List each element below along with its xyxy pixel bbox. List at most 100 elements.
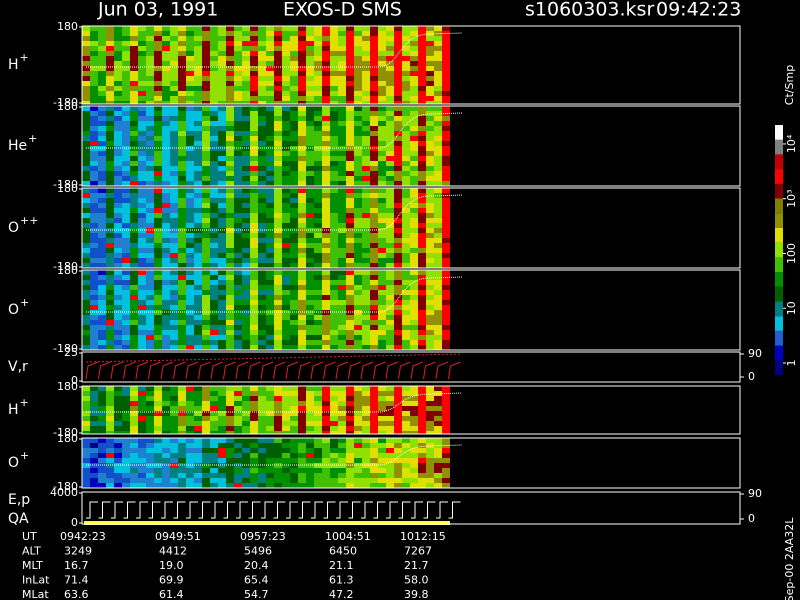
spectrogram-cell: [170, 31, 178, 36]
spectrogram-cell: [82, 36, 90, 41]
spectrogram-cell: [258, 290, 266, 295]
spectrogram-cell: [386, 111, 394, 116]
spectrogram-cell: [90, 151, 98, 156]
spectrogram-cell: [346, 473, 354, 478]
spectrogram-cell: [426, 426, 434, 431]
spectrogram-cell: [362, 188, 370, 193]
spectrogram-cell: [378, 285, 386, 290]
spectrogram-cell: [402, 438, 410, 443]
spectrogram-cell: [378, 161, 386, 166]
spectrogram-cell: [258, 91, 266, 96]
spectrogram-cell: [186, 176, 194, 181]
spectrogram-cell: [138, 458, 146, 463]
spectrogram-cell: [218, 421, 226, 426]
spectrogram-cell: [354, 258, 362, 263]
spectrogram-cell: [242, 468, 250, 473]
spectrogram-cell: [194, 320, 202, 325]
spectrogram-cell: [242, 483, 250, 488]
spectrogram-cell: [426, 81, 434, 86]
spectrogram-cell: [170, 91, 178, 96]
spectrogram-cell: [426, 401, 434, 406]
spectrogram-cell: [298, 161, 306, 166]
spectrogram-cell: [114, 285, 122, 290]
spectrogram-cell: [90, 396, 98, 401]
spectrogram-cell: [250, 101, 258, 104]
spectrogram-cell: [178, 478, 186, 483]
spectrogram-cell: [394, 443, 402, 448]
spectrogram-cell: [322, 166, 330, 171]
spectrogram-cell: [338, 181, 346, 186]
spectrogram-cell: [322, 473, 330, 478]
spectrogram-cell: [90, 340, 98, 345]
spectrogram-cell: [386, 66, 394, 71]
spectrogram-cell: [418, 51, 426, 56]
spectrogram-cell: [418, 391, 426, 396]
spectrogram-cell: [186, 198, 194, 203]
spectrogram-cell: [434, 243, 442, 248]
y-tick-label: 25: [64, 346, 78, 359]
spectrogram-cell: [346, 121, 354, 126]
spectrogram-cell: [306, 41, 314, 46]
spectrogram-cell: [434, 396, 442, 401]
spectrogram-cell: [298, 26, 306, 31]
spectrogram-cell: [330, 406, 338, 411]
spectrogram-cell: [298, 243, 306, 248]
spectrogram-cell: [242, 213, 250, 218]
spectrogram-cell: [402, 188, 410, 193]
spectrogram-cell: [394, 330, 402, 335]
spectrogram-cell: [242, 431, 250, 434]
spectrogram-cell: [362, 421, 370, 426]
spectrogram-cell: [114, 111, 122, 116]
spectrogram-cell: [346, 253, 354, 258]
spectrogram-cell: [330, 290, 338, 295]
spectrogram-cell: [418, 335, 426, 340]
spectrogram-cell: [146, 116, 154, 121]
spectrogram-cell: [442, 458, 450, 463]
spectrogram-cell: [378, 188, 386, 193]
spectrogram-cell: [130, 391, 138, 396]
spectrogram-cell: [274, 188, 282, 193]
spectrogram-cell: [314, 26, 322, 31]
spectrogram-cell: [426, 386, 434, 391]
spectrogram-cell: [314, 315, 322, 320]
spectrogram-cell: [218, 213, 226, 218]
spectrogram-cell: [178, 406, 186, 411]
spectrogram-cell: [178, 448, 186, 453]
spectrogram-cell: [194, 156, 202, 161]
spectrogram-cell: [106, 325, 114, 330]
spectrogram-cell: [242, 458, 250, 463]
spectrogram-cell: [242, 193, 250, 198]
spectrogram-cell: [210, 458, 218, 463]
spectrogram-cell: [98, 56, 106, 61]
spectrogram-cell: [82, 315, 90, 320]
spectrogram-cell: [130, 181, 138, 186]
spectrogram-cell: [394, 106, 402, 111]
spectrogram-cell: [130, 116, 138, 121]
spectrogram-cell: [82, 330, 90, 335]
spectrogram-cell: [354, 290, 362, 295]
spectrogram-cell: [434, 131, 442, 136]
spectrogram-cell: [378, 71, 386, 76]
spectrogram-cell: [194, 238, 202, 243]
spectrogram-cell: [378, 315, 386, 320]
spectrogram-cell: [250, 243, 258, 248]
spectrogram-cell: [170, 280, 178, 285]
spectrogram-cell: [186, 431, 194, 434]
spectrogram-cell: [370, 421, 378, 426]
spectrogram-cell: [354, 448, 362, 453]
spectrogram-cell: [346, 263, 354, 268]
spectrogram-cell: [146, 106, 154, 111]
spectrogram-cell: [370, 81, 378, 86]
spectrogram-cell: [322, 208, 330, 213]
spectrogram-cell: [218, 56, 226, 61]
spectrogram-cell: [354, 56, 362, 61]
spectrogram-cell: [274, 478, 282, 483]
spectrogram-cell: [338, 76, 346, 81]
spectrogram-cell: [354, 300, 362, 305]
spectrogram-cell: [226, 151, 234, 156]
spectrogram-cell: [170, 426, 178, 431]
spectrogram-cell: [218, 305, 226, 310]
spectrogram-cell: [106, 448, 114, 453]
spectrogram-cell: [282, 166, 290, 171]
spectrogram-cell: [146, 86, 154, 91]
